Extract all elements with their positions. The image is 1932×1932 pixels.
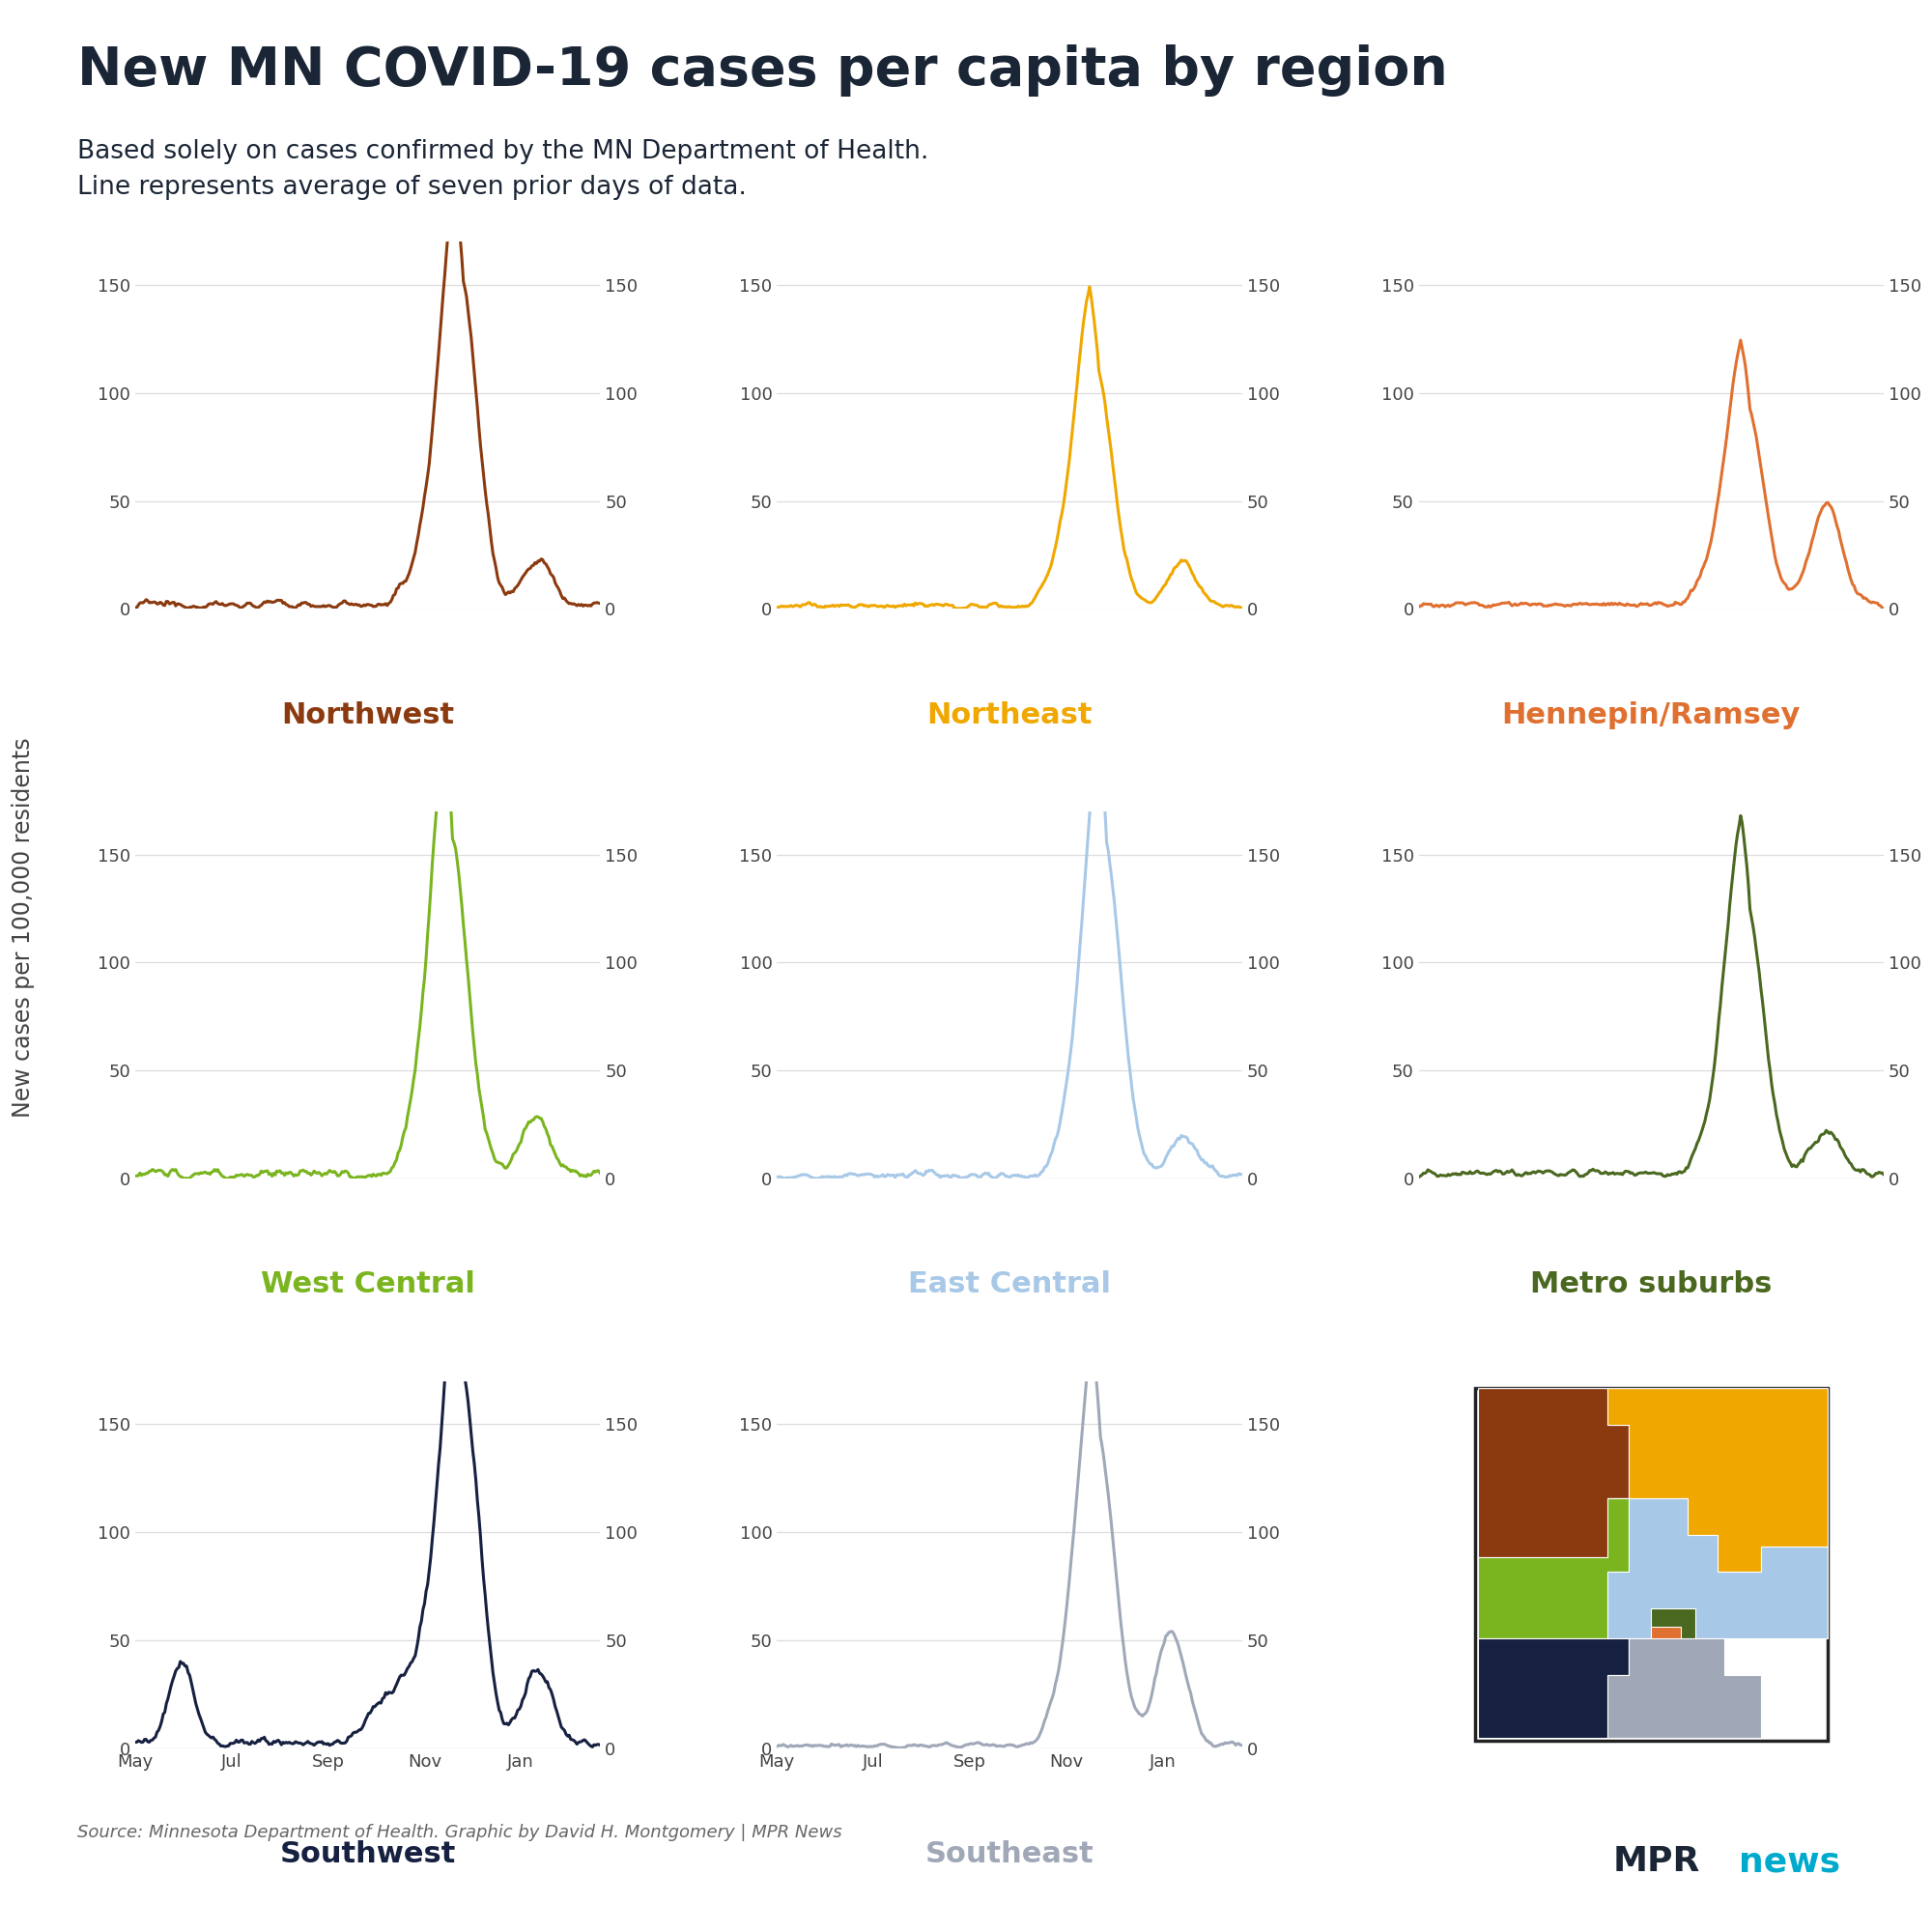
Text: Source: Minnesota Department of Health. Graphic by David H. Montgomery | MPR New: Source: Minnesota Department of Health. … <box>77 1824 842 1841</box>
Text: Southeast: Southeast <box>925 1841 1094 1868</box>
Polygon shape <box>1652 1627 1681 1656</box>
Text: Based solely on cases confirmed by the MN Department of Health.
Line represents : Based solely on cases confirmed by the M… <box>77 139 929 201</box>
Polygon shape <box>1607 1389 1828 1573</box>
Text: MPR: MPR <box>1613 1845 1700 1878</box>
Text: news: news <box>1739 1845 1841 1878</box>
Text: West Central: West Central <box>261 1271 475 1298</box>
Text: Southwest: Southwest <box>280 1841 456 1868</box>
Polygon shape <box>1607 1499 1828 1638</box>
Polygon shape <box>1629 1609 1725 1675</box>
Polygon shape <box>1478 1499 1629 1638</box>
Polygon shape <box>1478 1389 1629 1557</box>
Text: Metro suburbs: Metro suburbs <box>1530 1271 1772 1298</box>
Polygon shape <box>1607 1638 1762 1737</box>
Polygon shape <box>1478 1638 1629 1737</box>
Text: New MN COVID-19 cases per capita by region: New MN COVID-19 cases per capita by regi… <box>77 44 1447 97</box>
Text: Northwest: Northwest <box>282 701 454 728</box>
Text: Hennepin/Ramsey: Hennepin/Ramsey <box>1501 701 1801 728</box>
Text: East Central: East Central <box>908 1271 1111 1298</box>
Text: Northeast: Northeast <box>927 701 1092 728</box>
Text: New cases per 100,000 residents: New cases per 100,000 residents <box>12 738 35 1117</box>
